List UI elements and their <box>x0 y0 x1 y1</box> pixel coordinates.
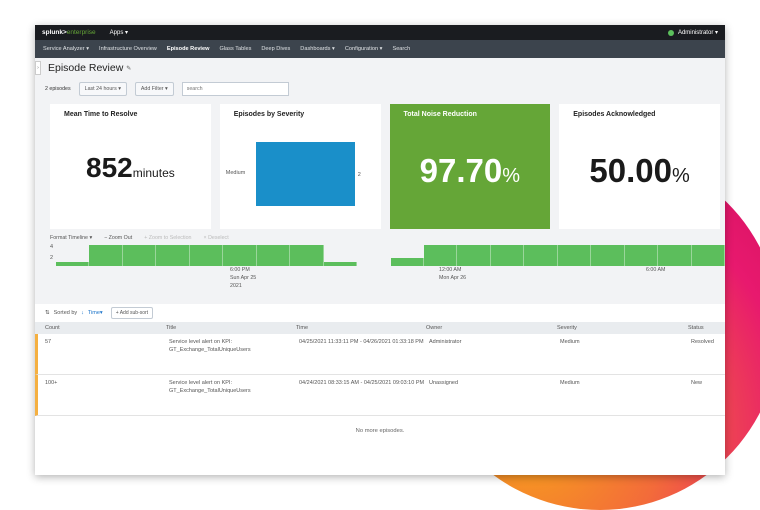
y-tick: 4 <box>50 244 54 250</box>
splunk-logo[interactable]: splunk>enterprise <box>42 29 96 36</box>
timeline-bar[interactable] <box>189 245 224 266</box>
noise-unit: % <box>502 165 521 187</box>
y-tick: 2 <box>50 255 54 261</box>
cell-count: 57 <box>45 339 52 345</box>
x-label: 6:00 AM <box>646 267 666 273</box>
zoom-out-button[interactable]: − Zoom Out <box>104 235 133 241</box>
page-title: Episode Review <box>48 62 124 74</box>
col-time[interactable]: Time <box>296 325 309 331</box>
card-title: Total Noise Reduction <box>403 111 477 118</box>
mttr-value: 852 <box>86 152 133 183</box>
cell-status: Resolved <box>691 339 714 345</box>
nav-deep-dives[interactable]: Deep Dives <box>261 46 291 52</box>
timeline-bar[interactable] <box>156 245 190 266</box>
timeline-bar[interactable] <box>457 245 491 266</box>
timeline-bar[interactable] <box>557 245 592 266</box>
ack-value: 50.00 <box>589 152 673 189</box>
card-title: Episodes by Severity <box>233 111 305 118</box>
card-title: Episodes Acknowledged <box>573 111 656 118</box>
x-label: 12:00 AM Mon Apr 26 <box>439 267 467 281</box>
col-status[interactable]: Status <box>688 325 704 331</box>
cell-owner: Administrator <box>429 339 462 345</box>
severity-label: Medium <box>225 170 246 176</box>
apps-menu[interactable]: Apps ▾ <box>109 30 129 36</box>
nav-infrastructure-overview[interactable]: Infrastructure Overview <box>99 46 157 52</box>
sort-field-dropdown[interactable]: Time▾ <box>87 310 103 316</box>
card-title: Mean Time to Resolve <box>64 111 138 118</box>
mttr-card: Mean Time to Resolve 852minutes <box>50 104 211 229</box>
add-sub-sort-button[interactable]: + Add sub-sort <box>110 307 154 319</box>
sidebar-expand-button[interactable]: › <box>35 61 41 75</box>
app-nav: Service Analyzer ▾ Infrastructure Overvi… <box>35 40 725 58</box>
cell-owner: Unassigned <box>429 380 459 386</box>
deselect-button[interactable]: × Deselect <box>203 235 229 241</box>
timeline-bar[interactable] <box>524 245 558 266</box>
timeline-bar[interactable] <box>591 245 625 266</box>
timeline-bar[interactable] <box>490 245 525 266</box>
format-timeline-button[interactable]: Format Timeline ▾ <box>50 235 93 241</box>
nav-episode-review[interactable]: Episode Review <box>166 46 210 52</box>
timeline-bar[interactable] <box>89 245 123 266</box>
nav-search[interactable]: Search <box>392 46 411 52</box>
time-range-dropdown[interactable]: Last 24 hours ▾ <box>78 82 127 96</box>
cell-time: 04/25/2021 11:33:11 PM - 04/26/2021 01:3… <box>299 339 424 345</box>
timeline-bar[interactable] <box>256 245 291 266</box>
nav-glass-tables[interactable]: Glass Tables <box>219 46 252 52</box>
cell-title: Service level alert on KPI: GT_Exchange_… <box>169 339 251 353</box>
ack-unit: % <box>672 165 690 187</box>
cell-severity: Medium <box>560 339 580 345</box>
noise-value: 97.70 <box>419 152 503 189</box>
top-bar: splunk>enterprise Apps ▾ Administrator ▾ <box>35 25 725 40</box>
sort-icon: ⇅ <box>45 310 50 316</box>
cell-title: Service level alert on KPI: GT_Exchange_… <box>169 380 251 394</box>
severity-bar[interactable] <box>255 142 355 206</box>
search-input[interactable] <box>181 82 289 96</box>
episode-count: 2 episodes <box>45 86 71 92</box>
x-label: 6:00 PM Sun Apr 25 2021 <box>230 267 257 289</box>
timeline-bar[interactable] <box>122 245 157 266</box>
timeline-chart[interactable]: 4 2 6:00 PM Sun Apr 25 2021 12:00 AM Mon Ap… <box>35 244 725 302</box>
add-filter-button[interactable]: Add Filter ▾ <box>134 82 174 96</box>
no-more-episodes: No more episodes. <box>355 428 405 434</box>
col-count[interactable]: Count <box>45 325 60 331</box>
user-menu[interactable]: Administrator ▾ <box>667 29 718 36</box>
edit-pencil-icon[interactable]: ✎ <box>126 65 132 72</box>
zoom-to-selection-button[interactable]: + Zoom to Selection <box>144 235 192 241</box>
user-name: Administrator ▾ <box>677 30 718 36</box>
timeline-bar[interactable] <box>624 245 659 266</box>
timeline-bar[interactable] <box>691 245 725 266</box>
col-title[interactable]: Title <box>166 325 177 331</box>
table-header: Count Title Time Owner Severity Status <box>35 322 725 334</box>
cell-status: New <box>691 380 703 386</box>
acknowledged-card: Episodes Acknowledged 50.00% <box>559 104 720 229</box>
timeline-bar[interactable] <box>223 245 257 266</box>
episode-list: ⇅ Sorted by ↓ Time▾ + Add sub-sort Count… <box>35 304 725 475</box>
sorted-by-label: Sorted by <box>53 310 78 316</box>
cell-severity: Medium <box>560 380 580 386</box>
cell-time: 04/24/2021 08:33:15 AM - 04/25/2021 09:0… <box>299 380 425 386</box>
nav-configuration[interactable]: Configuration ▾ <box>344 46 383 52</box>
severity-value: 2 <box>357 172 361 178</box>
mttr-unit: minutes <box>132 166 175 180</box>
timeline-bar[interactable] <box>423 245 458 266</box>
sort-direction-icon[interactable]: ↓ <box>81 310 84 316</box>
table-row[interactable]: 57 Service level alert on KPI: GT_Exchan… <box>35 334 725 375</box>
table-row[interactable]: 100+ Service level alert on KPI: GT_Exch… <box>35 375 725 416</box>
noise-reduction-card: Total Noise Reduction 97.70% <box>389 104 551 229</box>
timeline-bar[interactable] <box>323 261 358 266</box>
timeline-bar[interactable] <box>390 257 424 266</box>
col-severity[interactable]: Severity <box>557 325 577 331</box>
col-owner[interactable]: Owner <box>426 325 443 331</box>
nav-dashboards[interactable]: Dashboards ▾ <box>300 46 335 52</box>
timeline-bar[interactable] <box>290 245 324 266</box>
nav-service-analyzer[interactable]: Service Analyzer ▾ <box>43 46 90 52</box>
timeline-bar[interactable] <box>658 245 692 266</box>
cell-count: 100+ <box>45 380 58 386</box>
timeline-bar[interactable] <box>56 261 90 266</box>
severity-card: Episodes by Severity Medium 2 <box>219 104 381 229</box>
user-status-icon <box>667 29 674 36</box>
app-window: splunk>enterprise Apps ▾ Administrator ▾… <box>35 25 725 475</box>
